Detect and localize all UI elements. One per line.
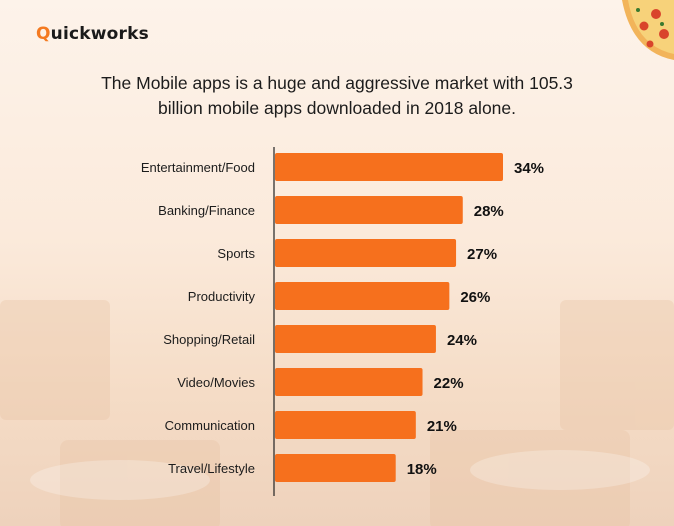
bar xyxy=(275,368,423,396)
value-label: 22% xyxy=(434,375,464,392)
bar xyxy=(275,282,450,310)
bar xyxy=(275,411,416,439)
pizza-slice-icon xyxy=(622,0,674,60)
bar xyxy=(275,454,396,482)
category-label: Communication xyxy=(165,418,255,433)
bar xyxy=(275,325,436,353)
category-label: Video/Movies xyxy=(177,375,255,390)
brand-logo: Quickworks xyxy=(36,24,149,44)
category-label: Shopping/Retail xyxy=(163,332,255,347)
brand-logo-text: uickworks xyxy=(50,24,149,44)
title-line-1: The Mobile apps is a huge and aggressive… xyxy=(101,73,573,93)
value-label: 21% xyxy=(427,418,457,435)
bar xyxy=(275,196,463,224)
value-label: 18% xyxy=(407,461,437,478)
title-line-2: billion mobile apps downloaded in 2018 a… xyxy=(157,98,517,118)
category-label: Entertainment/Food xyxy=(141,160,255,175)
value-label: 24% xyxy=(447,332,477,349)
value-label: 28% xyxy=(474,203,504,220)
bar xyxy=(275,239,457,267)
value-label: 34% xyxy=(514,160,544,177)
bar xyxy=(275,153,503,181)
brand-logo-initial: Q xyxy=(36,24,51,44)
value-label: 26% xyxy=(460,289,490,306)
category-label: Travel/Lifestyle xyxy=(168,461,255,476)
value-label: 27% xyxy=(467,246,497,263)
category-label: Productivity xyxy=(188,289,256,304)
page-title: The Mobile apps is a huge and aggressive… xyxy=(0,71,674,121)
category-label: Sports xyxy=(217,246,255,261)
category-label: Banking/Finance xyxy=(158,203,255,218)
